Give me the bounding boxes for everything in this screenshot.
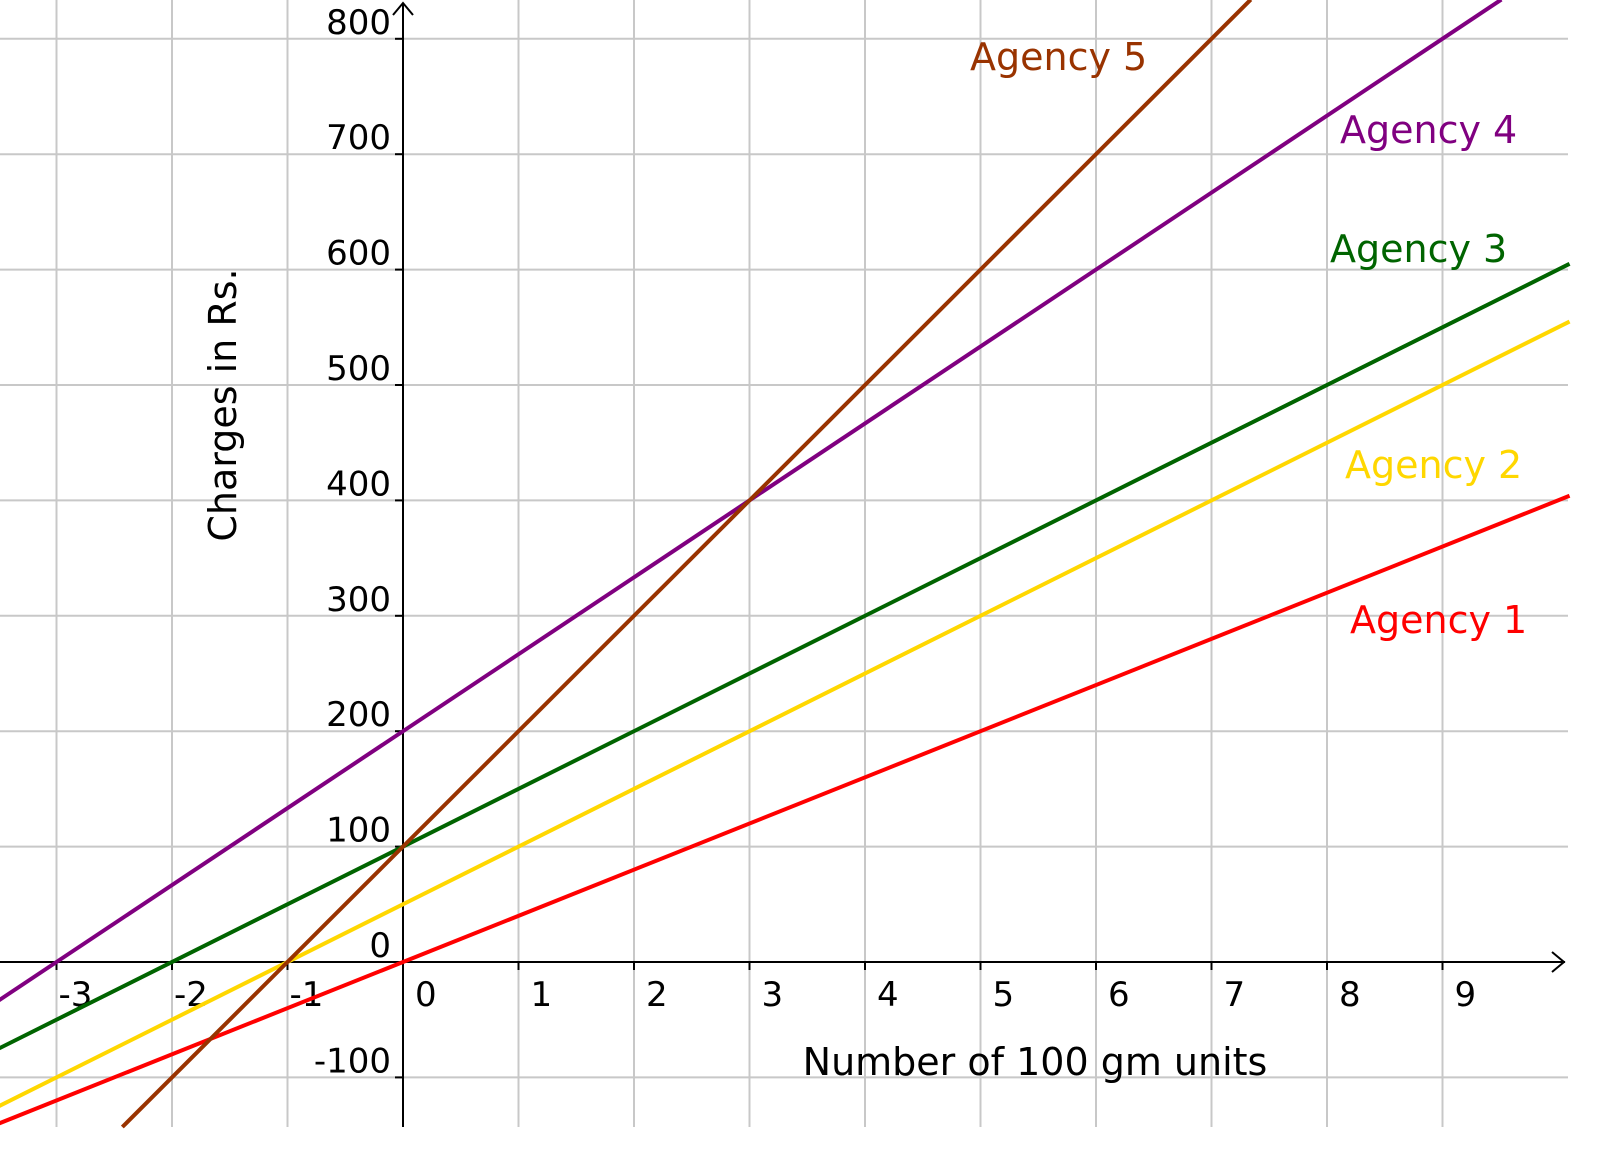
x-axis-label: Number of 100 gm units — [803, 1040, 1268, 1084]
x-tick-label: 1 — [531, 975, 553, 1015]
series-label-agency-5: Agency 5 — [970, 35, 1147, 79]
series-line-agency-2 — [0, 319, 1571, 1108]
y-tick-label: -100 — [314, 1041, 391, 1081]
x-axis-arrow — [1551, 951, 1566, 973]
y-tick-label: 600 — [326, 234, 391, 274]
y-axis-label: Charges in Rs. — [201, 268, 245, 541]
y-tick-label: 300 — [326, 580, 391, 620]
y-tick-label: 700 — [326, 118, 391, 158]
series-line-agency-1 — [0, 493, 1571, 1126]
y-tick-label: 800 — [326, 3, 391, 43]
x-tick-label: 9 — [1455, 975, 1477, 1015]
x-tick-label: 2 — [646, 975, 668, 1015]
y-tick-label: 500 — [326, 349, 391, 389]
series-label-agency-1: Agency 1 — [1350, 598, 1527, 642]
series-label-agency-2: Agency 2 — [1345, 443, 1522, 487]
x-tick-label: 3 — [762, 975, 784, 1015]
y-tick-label: 400 — [326, 464, 391, 504]
y-tick-label: 100 — [326, 811, 391, 851]
x-tick-label: 8 — [1339, 975, 1361, 1015]
tick-labels: -3 -2 -1 0 1 2 3 4 5 6 7 8 9-10001002003004005006007… — [59, 3, 1477, 1082]
x-tick-label: 5 — [993, 975, 1015, 1015]
series-line-agency-3 — [0, 262, 1571, 1051]
axes — [0, 1, 1566, 1127]
y-tick-label: 0 — [369, 926, 391, 966]
grid — [0, 0, 1568, 1127]
y-axis-arrow — [392, 1, 414, 16]
series-lines — [0, 0, 1571, 1129]
x-tick-label: 7 — [1224, 975, 1246, 1015]
series-labels: Agency 1 Agency 2 Agency 3 Agency 4 Agency 5 — [970, 35, 1527, 642]
x-tick-label: 0 — [415, 975, 437, 1015]
x-tick-label: 4 — [877, 975, 899, 1015]
series-label-agency-3: Agency 3 — [1330, 227, 1507, 271]
y-tick-label: 200 — [326, 695, 391, 735]
series-label-agency-4: Agency 4 — [1340, 108, 1517, 152]
series-line-agency-5 — [120, 0, 1253, 1129]
x-tick-label: 6 — [1108, 975, 1130, 1015]
